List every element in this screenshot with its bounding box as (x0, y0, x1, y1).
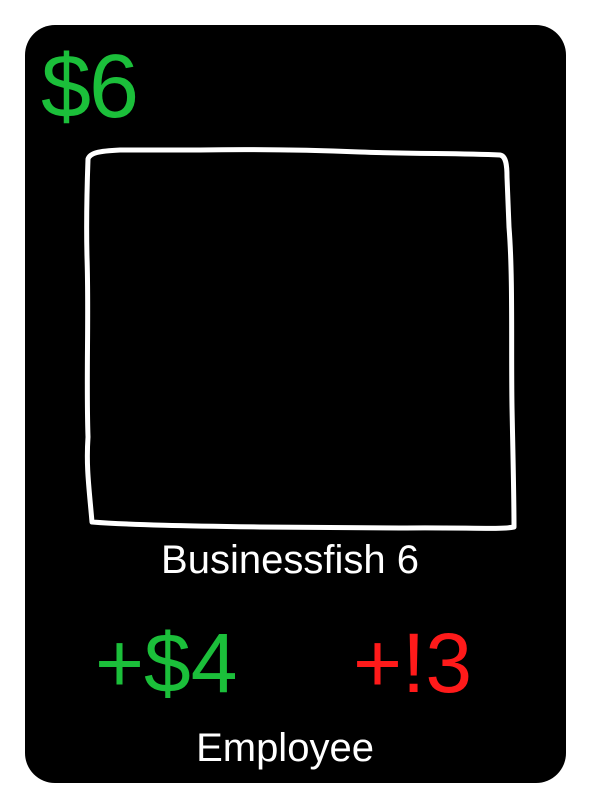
card-art-frame (80, 147, 520, 537)
card-cost: $6 (41, 37, 139, 137)
hand-drawn-frame-icon (84, 147, 517, 531)
money-bonus: +$4 (95, 616, 238, 710)
employee-card[interactable]: $6 Businessfish 6 +$4 +!3 Employee (25, 25, 566, 783)
card-name: Businessfish 6 (161, 538, 419, 582)
threat-bonus: +!3 (353, 616, 473, 710)
card-type: Employee (196, 726, 374, 770)
